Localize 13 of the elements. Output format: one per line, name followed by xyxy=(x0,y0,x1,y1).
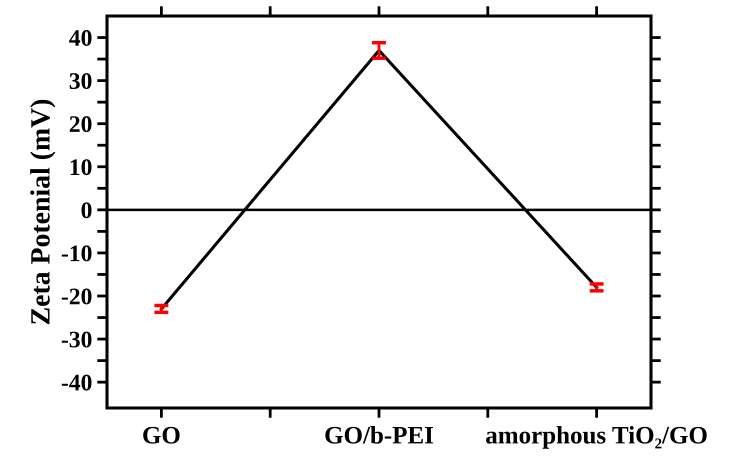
y-tick-label: -10 xyxy=(62,245,92,262)
y-tick-label: -20 xyxy=(62,288,92,304)
x-tick-label: GO/b-PEI xyxy=(325,426,434,444)
y-tick-label: -30 xyxy=(62,332,92,348)
y-tick-label: 20 xyxy=(70,116,92,132)
y-tick-label: 40 xyxy=(69,30,92,46)
y-tick-label: 0 xyxy=(82,202,92,218)
x-tick-label: amorphous TiO₂/GO xyxy=(486,426,707,449)
x-tick-label: GO xyxy=(143,426,180,444)
y-tick-label: 30 xyxy=(70,73,92,90)
y-axis-title: Zeta Potenial (mV) xyxy=(30,100,56,324)
y-tick-label: -40 xyxy=(62,374,92,391)
y-tick-label: 10 xyxy=(70,159,92,176)
